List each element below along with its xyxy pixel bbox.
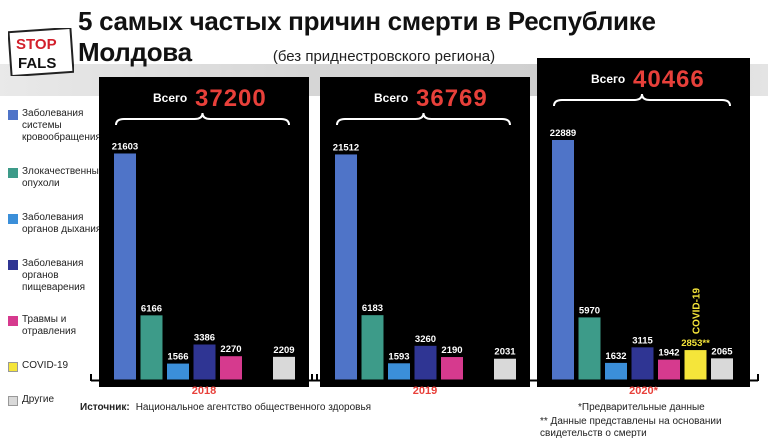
bar-2018-4	[220, 356, 242, 380]
bar-2019-4	[441, 357, 463, 380]
bar-2019-0	[335, 154, 357, 380]
bar-2020-4	[658, 359, 680, 380]
data-label: 1566	[167, 352, 188, 363]
covid-rotated-label: COVID-19	[692, 288, 703, 335]
legend-swatch	[8, 168, 18, 178]
legend-swatch	[8, 260, 18, 270]
year-label: 2019	[413, 385, 437, 397]
data-label: 2209	[273, 345, 294, 356]
data-label: 5970	[579, 305, 600, 316]
total-prefix: Всего	[153, 91, 187, 105]
legend-swatch	[8, 110, 18, 120]
data-label: 3386	[194, 332, 215, 343]
data-label: 2853**	[681, 338, 710, 349]
total-bracket	[115, 112, 290, 126]
svg-text:FALS: FALS	[18, 55, 56, 72]
source-text: Национальное агентство общественного здо…	[135, 402, 372, 413]
bar-2020-6	[711, 358, 733, 380]
year-label: 2018	[192, 385, 216, 397]
data-label: 2031	[494, 347, 516, 358]
bar-2019-3	[414, 345, 437, 380]
source-label: Источник:	[80, 402, 130, 413]
data-label: 2270	[220, 344, 241, 355]
legend-label: Заболевания органов дыхания	[22, 212, 102, 235]
bar-2018-0	[114, 153, 136, 380]
data-label: 1593	[388, 351, 409, 362]
data-label: 6166	[141, 303, 162, 314]
data-label: 1632	[605, 351, 626, 362]
bar-2018-6	[273, 356, 295, 380]
bar-2018-1	[140, 315, 163, 380]
legend-item-respiratory: Заболевания органов дыхания	[8, 212, 108, 236]
total-prefix: Всего	[591, 72, 625, 86]
data-label: 21603	[112, 141, 138, 152]
svg-text:STOP: STOP	[16, 36, 57, 53]
legend-label: Травмы и отравления	[22, 314, 77, 337]
bar-2019-6	[494, 358, 516, 380]
source-line: Источник: Национальное агентство обществе…	[80, 402, 371, 413]
data-label: 22889	[550, 128, 576, 139]
bar-2020-1	[578, 317, 601, 380]
total-value: 37200	[195, 85, 267, 112]
legend-label: Другие	[22, 394, 55, 405]
legend-swatch	[8, 214, 18, 224]
bar-2020-0	[552, 140, 574, 380]
bar-2018-3	[193, 344, 216, 380]
legend-item-digestive: Заболевания органов пищеварения	[8, 258, 108, 294]
bar-2018-2	[167, 363, 189, 380]
year-label: 2020*	[629, 385, 658, 397]
data-label: 3115	[632, 335, 653, 346]
footnote-preliminary: *Предварительные данные	[578, 402, 705, 413]
data-label: 2065	[711, 346, 733, 357]
stopfals-logo: STOP FALS	[7, 26, 75, 78]
bar-2019-2	[388, 363, 410, 380]
data-label: 21512	[333, 142, 359, 153]
legend-swatch	[8, 362, 18, 372]
total-bracket	[336, 112, 511, 126]
total-value: 40466	[633, 66, 705, 93]
data-label: 1942	[658, 348, 679, 359]
legend-item-other: Другие	[8, 394, 108, 406]
legend-label: Заболевания системы кровообращения	[22, 108, 101, 143]
bar-2019-1	[361, 315, 384, 380]
legend-item-covid: COVID-19	[8, 360, 108, 372]
data-label: 6183	[362, 303, 383, 314]
chart-subtitle: (без приднестровского региона)	[272, 48, 496, 65]
legend-item-cancer: Злокачественные опухоли	[8, 166, 108, 190]
legend-swatch	[8, 396, 18, 406]
legend-swatch	[8, 316, 18, 326]
legend-label: COVID-19	[22, 360, 69, 371]
data-label: 3260	[415, 334, 436, 345]
total-bracket	[553, 93, 731, 107]
total-prefix: Всего	[374, 91, 408, 105]
legend-item-injuries: Травмы и отравления	[8, 314, 108, 338]
data-label: 2190	[441, 345, 462, 356]
total-value: 36769	[416, 85, 488, 112]
chart-title: 5 самых частых причин смерти в Республик…	[78, 6, 656, 67]
bar-2020-5	[684, 350, 707, 380]
legend-label: Злокачественные опухоли	[22, 166, 105, 189]
legend-item-circulatory: Заболевания системы кровообращения	[8, 108, 108, 144]
bar-2020-2	[605, 362, 627, 380]
legend-label: Заболевания органов пищеварения	[22, 258, 86, 293]
bar-2020-3	[631, 347, 654, 380]
footnote-certificates: ** Данные представлены на основании свид…	[540, 416, 722, 439]
